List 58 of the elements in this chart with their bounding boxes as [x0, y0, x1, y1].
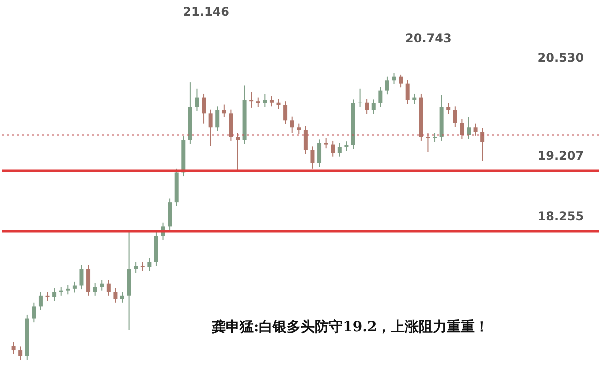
candlestick: [344, 141, 349, 152]
text: 龚申猛:白银多头防守19.2，上涨阻力重重！: [212, 318, 490, 336]
candlestick: [80, 264, 84, 290]
annotation: 20.743: [406, 32, 452, 46]
candlestick: [134, 262, 138, 274]
candlestick: [120, 292, 124, 304]
candlestick: [38, 292, 43, 312]
candlestick: [93, 282, 98, 296]
candlestick: [453, 106, 458, 128]
text: 20.530: [538, 50, 584, 65]
candlestick: [318, 139, 322, 168]
candlestick: [195, 88, 200, 112]
candlestick: [324, 138, 328, 150]
candlestick: [412, 93, 417, 105]
candlestick: [331, 140, 336, 158]
candlestick: [86, 264, 91, 296]
candlestick: [100, 280, 104, 292]
candlestick: [32, 302, 36, 324]
candlestick: [399, 74, 404, 88]
candlestick: [263, 93, 268, 108]
candlestick: [426, 132, 430, 153]
candlestick: [72, 281, 77, 294]
candlestick: [474, 123, 478, 136]
candlestick: [460, 118, 464, 140]
candlestick: [365, 98, 370, 115]
candlestick: [480, 128, 485, 162]
candlestick: [392, 72, 396, 85]
ref-line-label: 18.255: [538, 209, 584, 224]
candlestick: [52, 288, 57, 302]
candlestick: [106, 280, 111, 296]
candlestick: [148, 258, 152, 272]
candlestick: [236, 132, 240, 172]
candlestick: [406, 80, 410, 105]
candlestick: [18, 346, 23, 361]
candlestick: [202, 93, 206, 124]
candlestick: [216, 106, 220, 132]
candlestick: [372, 99, 376, 115]
ref-line-label: 19.207: [538, 149, 584, 164]
candlestick: [114, 288, 118, 304]
candlestick: [385, 76, 390, 96]
candlestick: [297, 123, 302, 134]
candlestick: [222, 104, 226, 118]
candlestick: [12, 342, 16, 355]
candlestick: [338, 143, 342, 158]
candlestick: [66, 284, 70, 296]
candlestick: [304, 126, 308, 155]
candlestick: [446, 103, 451, 115]
candlestick: [270, 96, 274, 108]
candlestick: [310, 146, 315, 170]
candlestick: [378, 86, 383, 108]
candlestick: [284, 101, 288, 125]
candlestick: [276, 98, 281, 110]
candlestick: [256, 97, 260, 108]
annotation: 21.146: [183, 5, 230, 20]
candlestick: [229, 109, 234, 142]
candlestick: [466, 116, 471, 140]
candlestick: [208, 109, 213, 147]
candlestick: [290, 116, 294, 134]
